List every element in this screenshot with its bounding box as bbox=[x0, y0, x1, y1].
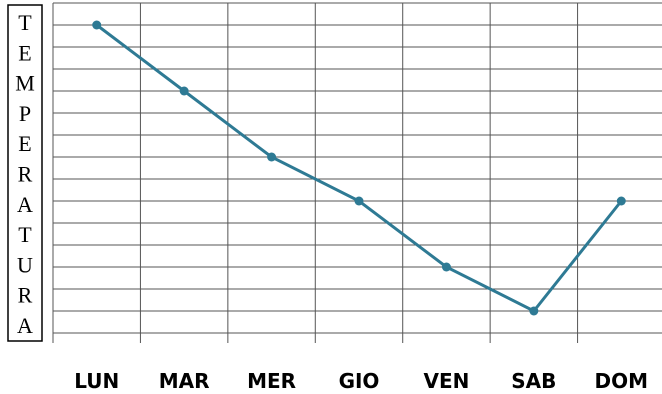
point bbox=[354, 196, 364, 206]
point bbox=[616, 196, 626, 206]
x-tick-label: MER bbox=[247, 369, 296, 393]
x-tick-label: GIO bbox=[339, 369, 380, 393]
point bbox=[179, 86, 189, 96]
x-tick-label: SAB bbox=[511, 369, 556, 393]
point bbox=[529, 306, 539, 316]
line bbox=[95, 23, 623, 313]
point bbox=[92, 20, 102, 30]
x-tick-label: DOM bbox=[595, 369, 649, 393]
x-tick-label: LUN bbox=[74, 369, 119, 393]
point bbox=[441, 262, 451, 272]
point bbox=[267, 152, 277, 162]
x-tick-label: MAR bbox=[159, 369, 210, 393]
ylabel-box bbox=[7, 4, 43, 342]
x-tick-label: VEN bbox=[423, 369, 469, 393]
